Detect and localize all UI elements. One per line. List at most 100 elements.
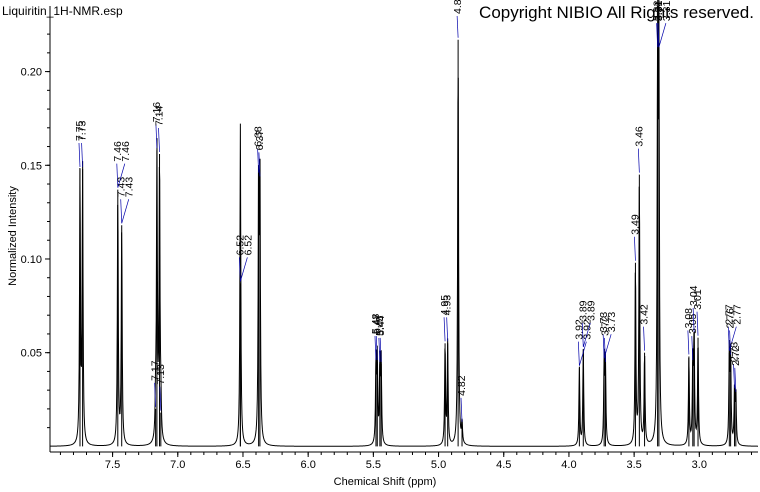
x-tick-label: 6.5 [235, 459, 250, 471]
peak-label-leader [443, 317, 446, 342]
peak-label: 2.77 [723, 304, 735, 325]
peak-label: 7.43 [116, 177, 128, 198]
peak-label: 3.05 [687, 313, 699, 334]
y-tick-label: 0.10 [21, 254, 42, 266]
peak-label: 5.44 [375, 315, 387, 336]
peak-label-leader [637, 148, 640, 173]
peak-label-leader [579, 341, 587, 366]
peak-label: 3.89 [585, 300, 597, 321]
peak-label-leader [159, 386, 162, 411]
y-tick-label: 0.20 [21, 67, 42, 79]
peak-label-leader [460, 397, 463, 422]
peak-label: 3.89 [577, 300, 589, 321]
x-tick-label: 7.5 [105, 459, 120, 471]
copyright-notice: Copyright NIBIO All Rights reserved. [479, 3, 754, 22]
peak-label: 3.08 [683, 308, 695, 329]
peak-label-leader [733, 364, 735, 389]
peak-label-leader [634, 236, 636, 261]
peak-label-leader [378, 337, 381, 362]
peak-label: 3.49 [629, 214, 641, 235]
peak-label-leader [729, 330, 731, 355]
peak-label-leader [727, 326, 730, 351]
x-tick-label: 3.5 [626, 459, 641, 471]
peak-label: 7.17 [150, 360, 162, 381]
peak-label: 3.73 [598, 312, 610, 333]
peak-label-leader [158, 128, 160, 153]
x-tick-label: 5.5 [366, 459, 381, 471]
peak-label-leader [604, 337, 606, 362]
x-tick-label: 7.0 [170, 459, 185, 471]
peak-label: 6.37 [254, 130, 266, 151]
peak-label-leader [121, 199, 130, 224]
peak-label-leader [691, 336, 694, 361]
peak-label: 3.92 [581, 319, 593, 340]
x-tick-label: 4.5 [496, 459, 511, 471]
peak-label-leader [81, 143, 83, 168]
peak-label-leader [240, 257, 248, 282]
peak-label-leader [602, 334, 605, 359]
peak-label-leader [375, 336, 378, 361]
peak-label: 3.73 [606, 312, 618, 333]
peak-label: 3.46 [633, 126, 645, 147]
spectrum-trace [50, 0, 758, 447]
peak-label-leader [456, 15, 459, 38]
peak-label: 3.31 [653, 1, 665, 22]
peak-label-leader [120, 199, 123, 224]
peak-label: 5.48 [370, 313, 382, 334]
peak-label: 6.52 [234, 235, 246, 256]
y-tick-label: 0.15 [21, 160, 42, 172]
peak-label-leader [581, 322, 584, 347]
peak-label: 2.76 [725, 308, 737, 329]
peak-label: 3.31 [653, 1, 665, 22]
peak-label-leader [578, 341, 580, 366]
peak-label: 2.73 [729, 342, 741, 363]
peak-label: 3.32 [652, 1, 664, 22]
peak-label: 7.73 [77, 120, 89, 141]
peak-label: 3.42 [639, 304, 651, 325]
peak-label-leader [258, 152, 261, 177]
peak-label: 7.46 [112, 141, 124, 162]
x-tick-label: 3.0 [692, 459, 707, 471]
peak-label-leader [734, 367, 737, 392]
peak-label-leader [117, 163, 126, 188]
peak-label: 7.16 [151, 102, 163, 123]
peak-label: 2.72 [730, 345, 742, 366]
peak-label-leader [379, 337, 382, 362]
peak-label-leader [239, 257, 241, 282]
x-tick-label: 4.0 [561, 459, 576, 471]
file-title: Liquiritin_1H-NMR.esp [2, 4, 123, 18]
peak-label: 3.72 [599, 315, 611, 336]
peak-label: 3.01 [692, 289, 704, 310]
peak-label-leader [687, 330, 690, 355]
peak-label: 7.46 [120, 141, 132, 162]
peak-label-leader [643, 326, 645, 351]
peak-label: 2.77 [731, 304, 743, 325]
peak-label: 6.52 [242, 235, 254, 256]
peak-label: 4.95 [439, 295, 451, 316]
peak-label: 5.47 [371, 313, 383, 334]
peak-label-leader [657, 23, 660, 48]
peak-label: 4.93 [442, 295, 454, 316]
peak-label: 5.45 [374, 315, 386, 336]
x-tick-label: 6.0 [301, 459, 316, 471]
peak-label-leader [154, 382, 156, 407]
peak-label-leader [78, 143, 81, 168]
peak-label: 7.43 [124, 177, 136, 198]
peak-label: 6.38 [253, 126, 265, 147]
peak-label-leader [116, 163, 119, 188]
peak-label-leader [257, 148, 259, 173]
peak-label: 3.31 [661, 1, 673, 22]
peak-label: 4.82 [456, 375, 468, 396]
peak-label-leader [582, 322, 591, 348]
peak-label: 4.85 [452, 0, 464, 14]
peak-label-leader [155, 124, 158, 149]
peak-label-leader [656, 23, 658, 48]
peak-label-leader [692, 307, 695, 332]
peak-label-leader [658, 23, 667, 48]
x-tick-label: 5.0 [431, 459, 446, 471]
peak-label: 7.13 [155, 364, 167, 385]
peak-label-leader [696, 311, 699, 336]
peak-label: 7.75 [74, 120, 86, 141]
peak-label: 3.04 [688, 285, 700, 306]
